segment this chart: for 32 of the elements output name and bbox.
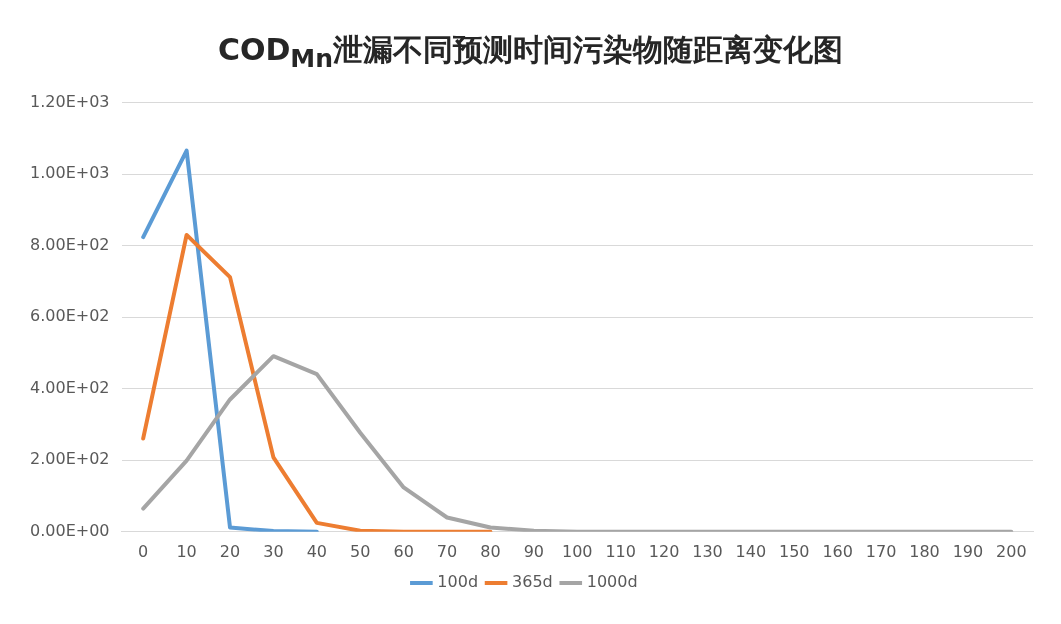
y-tick-label: 0.00E+00 bbox=[30, 520, 110, 540]
legend-label: 365d bbox=[512, 572, 553, 592]
x-tick-label: 30 bbox=[263, 541, 284, 561]
x-tick-label: 60 bbox=[393, 541, 414, 561]
x-tick-label: 110 bbox=[605, 541, 636, 561]
x-tick-label: 120 bbox=[648, 541, 680, 561]
x-tick-label: 150 bbox=[779, 541, 810, 561]
x-tick-label: 50 bbox=[350, 541, 371, 561]
x-tick-label: 20 bbox=[219, 541, 241, 561]
x-tick-label: 90 bbox=[523, 541, 545, 561]
x-tick-label: 170 bbox=[865, 541, 897, 561]
x-tick-label: 80 bbox=[480, 541, 501, 561]
x-tick-label: 0 bbox=[138, 541, 149, 561]
y-tick-label: 6.00E+02 bbox=[30, 306, 110, 326]
y-tick-label: 4.00E+02 bbox=[30, 377, 110, 397]
y-tick-label: 8.00E+02 bbox=[30, 234, 110, 254]
x-tick-label: 140 bbox=[735, 541, 767, 561]
chart-title: COD$_{Mn}$泄漏不同预测时间污染物随距离变化图 bbox=[216, 31, 845, 75]
x-tick-label: 10 bbox=[176, 541, 197, 561]
x-tick-label: 190 bbox=[952, 541, 984, 561]
legend-label: 100d bbox=[437, 572, 479, 592]
legend-label: 1000d bbox=[586, 572, 638, 592]
y-tick-label: 2.00E+02 bbox=[30, 449, 110, 469]
x-tick-label: 200 bbox=[996, 541, 1027, 561]
x-tick-label: 160 bbox=[822, 541, 853, 561]
y-tick-label: 1.20E+03 bbox=[30, 91, 110, 111]
x-tick-label: 70 bbox=[436, 541, 458, 561]
y-tick-label: 1.00E+03 bbox=[30, 163, 110, 183]
x-tick-label: 130 bbox=[692, 541, 723, 561]
x-tick-label: 100 bbox=[561, 541, 593, 561]
x-tick-label: 180 bbox=[909, 541, 940, 561]
x-tick-label: 40 bbox=[306, 541, 327, 561]
